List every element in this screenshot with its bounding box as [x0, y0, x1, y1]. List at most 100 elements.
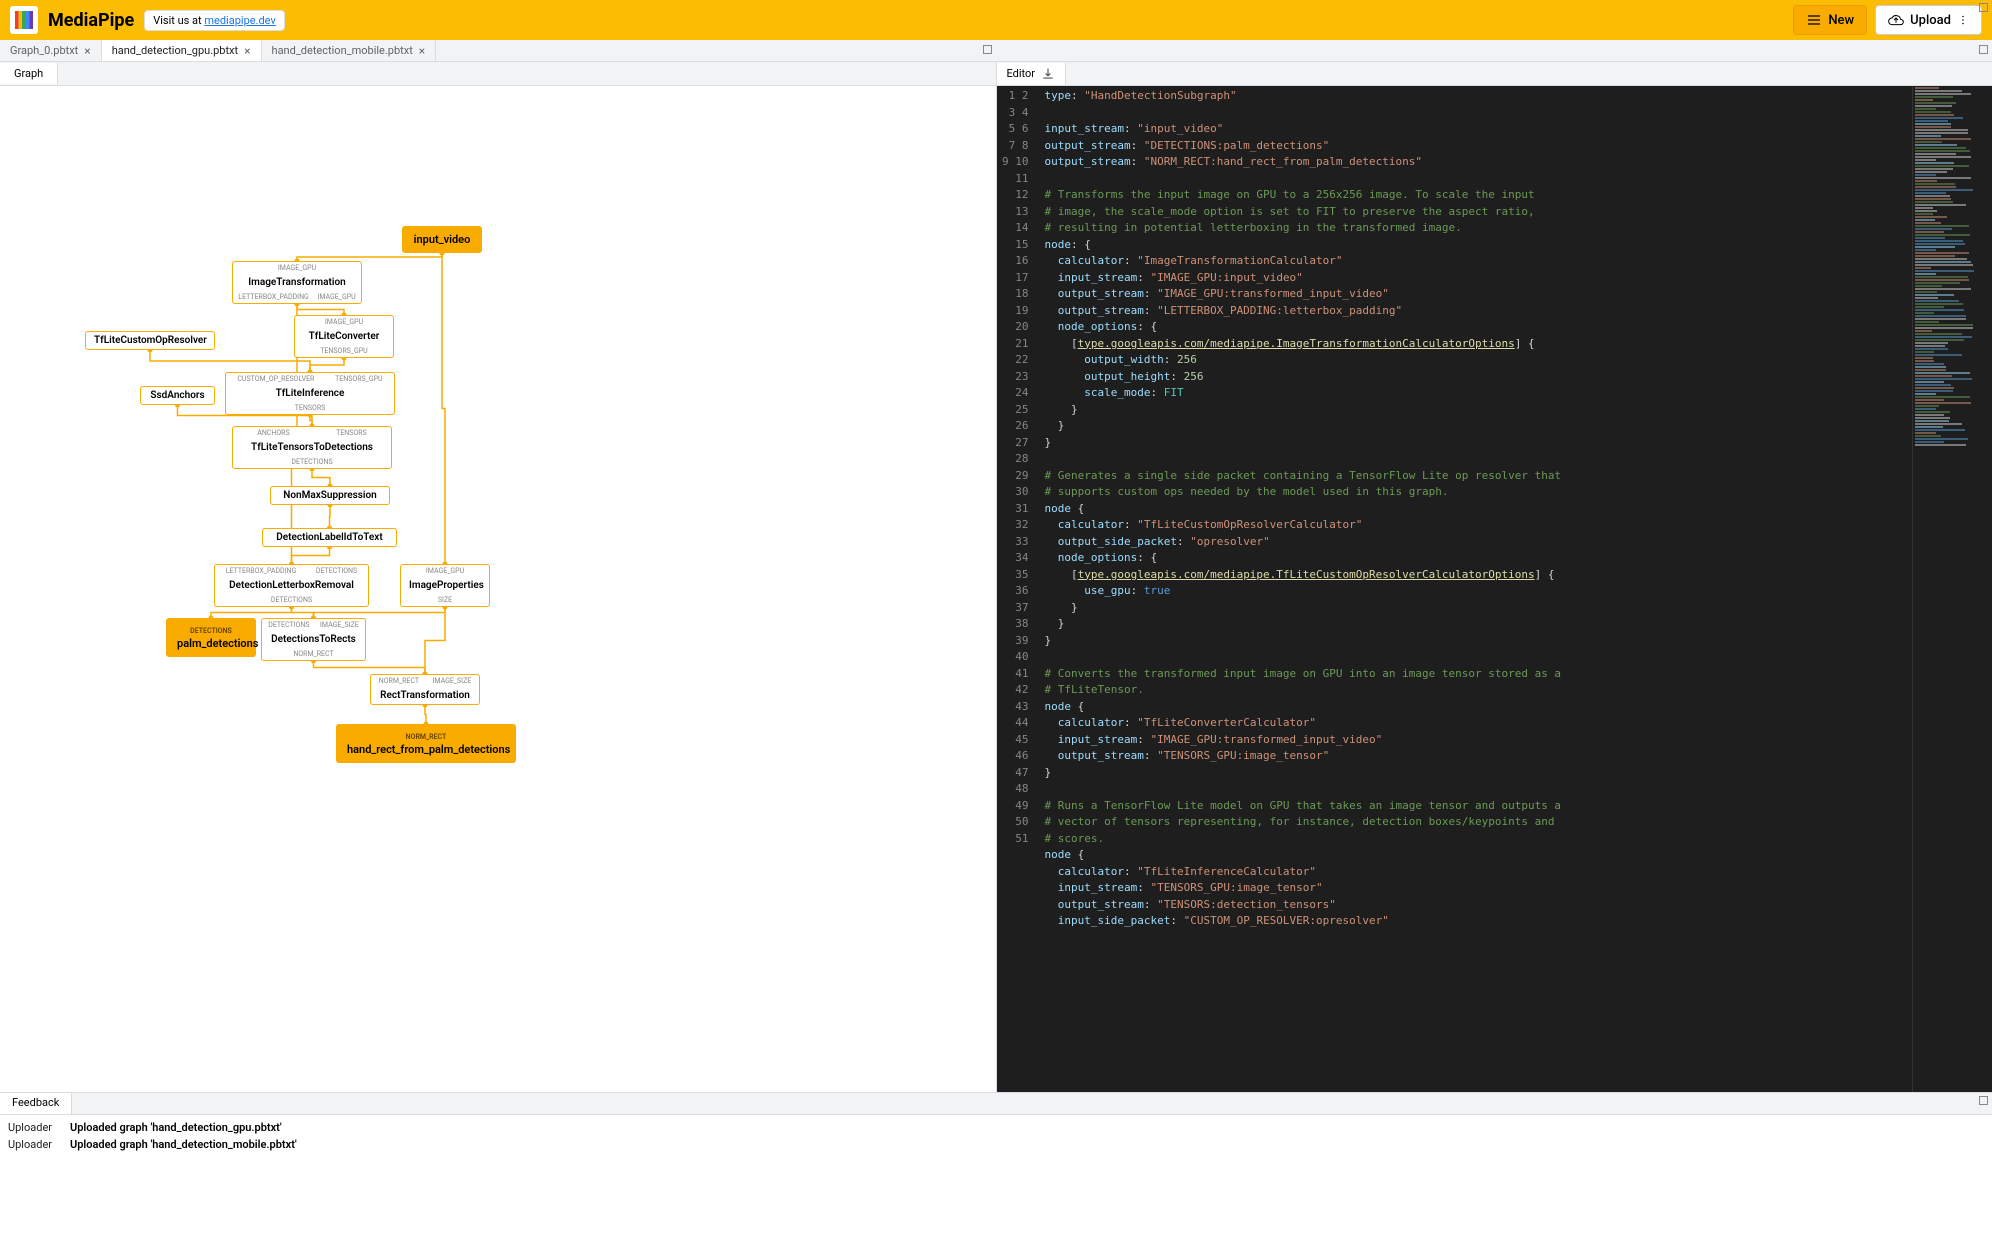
minimap[interactable] — [1912, 86, 1992, 1092]
editor-tab-label: Editor — [1007, 67, 1036, 80]
graph-node-input_video[interactable]: input_video — [402, 226, 482, 253]
node-title: TfLiteCustomOpResolver — [86, 332, 214, 349]
header: MediaPipe Visit us at mediapipe.dev New … — [0, 0, 1992, 40]
visit-anchor[interactable]: mediapipe.dev — [204, 14, 275, 27]
graph-node-ssdanchors[interactable]: SsdAnchors — [140, 386, 215, 405]
ports-bot: NORM_RECT — [262, 648, 365, 660]
ports-bot: DETECTIONS — [233, 456, 391, 468]
close-icon[interactable]: × — [244, 44, 250, 58]
graph-node-palm_det[interactable]: DETECTIONSpalm_detections — [166, 618, 256, 657]
more-vert-icon — [1957, 12, 1969, 28]
ports-top: NORM_RECT — [347, 731, 505, 743]
file-tab-label: Graph_0.pbtxt — [10, 44, 78, 57]
node-title: TfLiteTensorsToDetections — [233, 439, 391, 456]
editor-panel-tabs: Editor — [997, 62, 1992, 86]
ports-top: DETECTIONSIMAGE_SIZE — [262, 619, 365, 631]
node-title: ImageProperties — [401, 577, 489, 594]
feedback-body: Uploader Uploaded graph 'hand_detection_g… — [0, 1115, 1992, 1242]
maximize-icon[interactable] — [1979, 1096, 1988, 1105]
ports-top: IMAGE_GPU — [401, 565, 489, 577]
graph-tab[interactable]: Graph — [0, 63, 58, 84]
maximize-icon[interactable] — [1979, 45, 1988, 54]
ports-top: IMAGE_GPU — [233, 262, 361, 274]
brand-title: MediaPipe — [48, 10, 134, 31]
cloud-upload-icon — [1888, 12, 1904, 28]
editor-panel: Editor 1 2 3 4 5 6 7 8 9 10 11 12 13 14 … — [997, 62, 1992, 1092]
close-icon[interactable]: × — [84, 44, 90, 58]
graph-node-d2r[interactable]: DETECTIONSIMAGE_SIZEDetectionsToRectsNOR… — [261, 618, 366, 661]
code-area[interactable]: type: "HandDetectionSubgraph" input_stre… — [1037, 86, 1913, 1092]
ports-bot: LETTERBOX_PADDINGIMAGE_GPU — [233, 291, 361, 303]
file-tab[interactable]: hand_detection_mobile.pbtxt × — [262, 40, 437, 61]
file-tab-label: hand_detection_mobile.pbtxt — [272, 44, 413, 57]
node-title: DetectionLabelIdToText — [263, 529, 396, 546]
ports-top: IMAGE_GPU — [295, 316, 393, 328]
new-label: New — [1828, 13, 1854, 28]
ports-bot: DETECTIONS — [215, 594, 368, 606]
file-tab-label: hand_detection_gpu.pbtxt — [112, 44, 238, 57]
ports-top: NORM_RECTIMAGE_SIZE — [371, 675, 479, 687]
graph-panel: Graph input_videoIMAGE_GPUImageTransform… — [0, 62, 997, 1092]
visit-link[interactable]: Visit us at mediapipe.dev — [144, 10, 285, 31]
download-icon[interactable] — [1041, 67, 1055, 81]
maximize-icon[interactable] — [1979, 3, 1988, 12]
file-tab[interactable]: Graph_0.pbtxt × — [0, 40, 102, 61]
visit-prefix: Visit us at — [153, 14, 204, 27]
upload-label: Upload — [1910, 13, 1951, 28]
node-title: TfLiteConverter — [295, 328, 393, 345]
node-title: NonMaxSuppression — [271, 487, 389, 504]
upload-button[interactable]: Upload — [1875, 5, 1982, 35]
editor-tab[interactable]: Editor — [997, 63, 1067, 85]
graph-node-img_xform[interactable]: IMAGE_GPUImageTransformationLETTERBOX_PA… — [232, 261, 362, 304]
ports-top: ANCHORSTENSORS — [233, 427, 391, 439]
graph-node-t2d[interactable]: ANCHORSTENSORSTfLiteTensorsToDetectionsD… — [232, 426, 392, 469]
node-label: hand_rect_from_palm_detections — [347, 743, 505, 756]
feedback-tab[interactable]: Feedback — [0, 1093, 72, 1114]
node-title: DetectionsToRects — [262, 631, 365, 648]
graph-node-imgprop[interactable]: IMAGE_GPUImagePropertiesSIZE — [400, 564, 490, 607]
logo-icon — [10, 6, 38, 34]
node-title: RectTransformation — [371, 687, 479, 704]
graph-node-tflconv[interactable]: IMAGE_GPUTfLiteConverterTENSORS_GPU — [294, 315, 394, 358]
header-right: New Upload — [1793, 5, 1982, 35]
main-split: Graph input_videoIMAGE_GPUImageTransform… — [0, 62, 1992, 1092]
feedback-panel: Feedback Uploader Uploaded graph 'hand_de… — [0, 1092, 1992, 1242]
editor-body[interactable]: 1 2 3 4 5 6 7 8 9 10 11 12 13 14 15 16 1… — [997, 86, 1992, 1092]
graph-panel-tabs: Graph — [0, 62, 996, 86]
graph-canvas[interactable]: input_videoIMAGE_GPUImageTransformationL… — [0, 86, 996, 1092]
ports-top: LETTERBOX_PADDINGDETECTIONS — [215, 565, 368, 577]
graph-edges — [0, 86, 996, 1092]
menu-icon — [1806, 12, 1822, 28]
node-title: DetectionLetterboxRemoval — [215, 577, 368, 594]
feedback-source: Uploader — [8, 1121, 58, 1134]
graph-node-tflresolver[interactable]: TfLiteCustomOpResolver — [85, 331, 215, 350]
file-tab[interactable]: hand_detection_gpu.pbtxt × — [102, 40, 262, 61]
header-left: MediaPipe Visit us at mediapipe.dev — [10, 6, 285, 34]
graph-node-tflinf[interactable]: CUSTOM_OP_RESOLVERTENSORS_GPUTfLiteInfer… — [225, 372, 395, 415]
feedback-message: Uploaded graph 'hand_detection_gpu.pbtxt… — [70, 1121, 282, 1134]
node-title: TfLiteInference — [226, 385, 394, 402]
graph-node-dlid[interactable]: DetectionLabelIdToText — [262, 528, 397, 547]
feedback-row: Uploader Uploaded graph 'hand_detection_g… — [8, 1119, 1984, 1136]
ports-top: DETECTIONS — [177, 625, 245, 637]
node-label: palm_detections — [177, 637, 245, 650]
graph-node-rectxf[interactable]: NORM_RECTIMAGE_SIZERectTransformation — [370, 674, 480, 705]
feedback-message: Uploaded graph 'hand_detection_mobile.pb… — [70, 1138, 297, 1151]
maximize-icon[interactable] — [983, 45, 992, 54]
node-title: SsdAnchors — [141, 387, 214, 404]
ports-top: CUSTOM_OP_RESOLVERTENSORS_GPU — [226, 373, 394, 385]
file-tab-strip: Graph_0.pbtxt×hand_detection_gpu.pbtxt×h… — [0, 40, 1992, 62]
graph-node-nms[interactable]: NonMaxSuppression — [270, 486, 390, 505]
graph-node-dlbr[interactable]: LETTERBOX_PADDINGDETECTIONSDetectionLett… — [214, 564, 369, 607]
node-label: input_video — [413, 233, 471, 246]
new-button[interactable]: New — [1793, 5, 1867, 35]
feedback-row: Uploader Uploaded graph 'hand_detection_m… — [8, 1136, 1984, 1153]
feedback-tabs: Feedback — [0, 1093, 1992, 1115]
node-title: ImageTransformation — [233, 274, 361, 291]
graph-node-handrect[interactable]: NORM_RECThand_rect_from_palm_detections — [336, 724, 516, 763]
ports-bot: TENSORS — [226, 402, 394, 414]
feedback-source: Uploader — [8, 1138, 58, 1151]
close-icon[interactable]: × — [419, 44, 425, 58]
ports-bot: TENSORS_GPU — [295, 345, 393, 357]
line-gutter: 1 2 3 4 5 6 7 8 9 10 11 12 13 14 15 16 1… — [997, 86, 1037, 1092]
